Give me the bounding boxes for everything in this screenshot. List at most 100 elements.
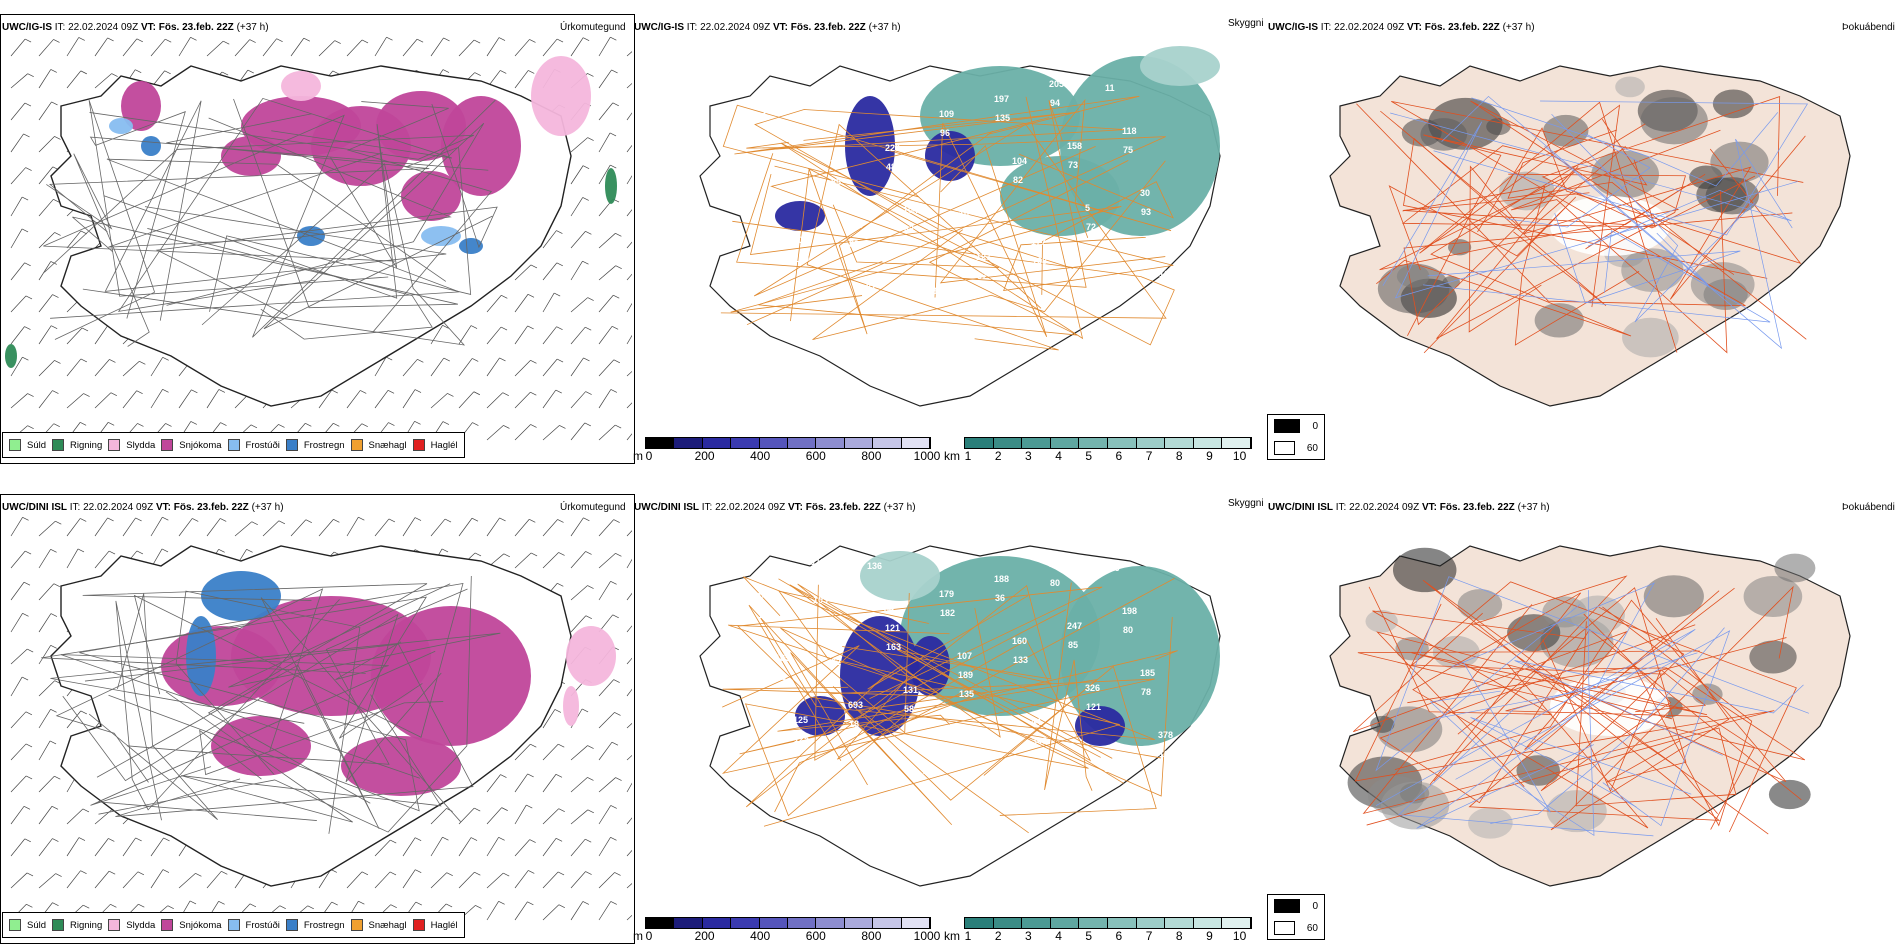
wind-barb [514, 70, 529, 89]
wind-barb [514, 360, 531, 377]
wind-barb [374, 356, 387, 377]
wind-barb [514, 519, 530, 537]
river-line [1433, 100, 1809, 236]
wind-barb [570, 231, 586, 249]
scale-tick: 10 [1232, 449, 1247, 463]
wind-barb-flag [530, 743, 537, 748]
wind-barb-flag [527, 325, 534, 330]
scale-cell [993, 438, 1023, 448]
visibility-value: 97 [977, 271, 987, 281]
wind-barb [66, 870, 81, 889]
precip-legend-item: Haglél [412, 919, 458, 931]
wind-barb [542, 358, 558, 377]
scale-cell [646, 438, 675, 448]
wind-barb-flag [331, 389, 338, 394]
fog-indicator-area [1376, 706, 1443, 753]
road-line [832, 665, 1157, 816]
scale-unit: m [633, 449, 643, 463]
scale-tick: 400 [750, 929, 771, 943]
scale-cell [702, 438, 732, 448]
wind-barb-flag [442, 69, 450, 73]
wind-barb [598, 294, 614, 313]
wind-barb-flag [610, 164, 617, 169]
wind-barb [458, 358, 473, 377]
wind-barb-flag [331, 901, 338, 906]
wind-barb [514, 424, 531, 441]
wind-barb [10, 517, 23, 537]
wind-barb [514, 391, 531, 409]
wind-barb-flag [585, 231, 592, 235]
sleet-area [566, 626, 616, 686]
legend-label: Snjókoma [179, 439, 222, 451]
visibility-low [840, 616, 920, 736]
visibility-reduced [1000, 156, 1120, 236]
fog-swatch [1274, 419, 1301, 433]
wind-barb-flag [78, 837, 86, 841]
wind-barb-flag [416, 38, 424, 43]
road-line [43, 99, 496, 338]
road-line [41, 596, 428, 739]
precip-legend-item: Frostregn [285, 439, 345, 451]
wind-barb [542, 709, 556, 729]
sleet-area [281, 71, 321, 101]
wind-barb [598, 424, 616, 441]
wind-barb [570, 517, 584, 537]
legend-label: Rigning [70, 439, 103, 451]
precip-legend-item: Slydda [108, 439, 155, 451]
wind-barb [598, 679, 614, 697]
road-line [108, 117, 452, 248]
wind-barb-flag [415, 869, 422, 874]
wind-barb [66, 808, 84, 825]
road-line [721, 645, 1155, 774]
visibility-value: 109 [939, 109, 954, 119]
wind-barb-flag [136, 550, 144, 555]
visibility-value: 84 [884, 604, 894, 614]
wind-barb-flag [557, 582, 564, 587]
precip-legend-item: Frostúði [227, 439, 280, 451]
scale-tick: 10 [1232, 929, 1247, 943]
wind-barb-flag [26, 903, 33, 908]
wind-barb-flag [54, 136, 61, 140]
wind-barb-flag [414, 389, 422, 393]
wind-barb-flag [555, 389, 562, 394]
scale-cell [731, 918, 760, 928]
visibility-value: 83 [849, 239, 859, 249]
road-line [89, 111, 489, 319]
precip-title-1: Úrkomutegund [560, 22, 626, 33]
legend-swatch [9, 919, 21, 931]
wind-barb-flag [498, 837, 505, 841]
visibility-value: 48 [886, 162, 896, 172]
wind-barb-flag [585, 871, 592, 875]
wind-barb [626, 433, 632, 441]
fog-indicator-area [1640, 97, 1708, 145]
wind-barb-flag [610, 901, 617, 905]
wind-barb [570, 551, 586, 569]
river-line [1434, 582, 1655, 720]
wind-barb [38, 709, 51, 729]
road-line [857, 649, 1101, 834]
wind-barb [94, 325, 108, 345]
visibility-value: 177 [1031, 237, 1046, 247]
wind-barb [346, 516, 359, 537]
wind-barb-flag [107, 37, 114, 42]
wind-barb [570, 197, 584, 217]
vis-scale-km-1: km 1 2 3 4 5 6 7 8 9 10 [944, 437, 1264, 463]
visibility-reduced [860, 551, 940, 601]
wind-barb-flag [162, 357, 169, 361]
wind-barb [38, 69, 52, 89]
visibility-value: 127 [976, 252, 991, 262]
wind-barb-flag [334, 40, 341, 44]
wind-barb [570, 165, 584, 185]
fog-indicator-area [1486, 118, 1511, 136]
wind-barb-flag [161, 548, 169, 553]
wind-barb-flag [303, 37, 310, 42]
scale-tick: 9 [1206, 449, 1213, 463]
visibility-low [925, 131, 975, 181]
wind-barb [38, 360, 55, 377]
wind-barb [374, 871, 391, 889]
wind-barb-flag [503, 872, 510, 877]
wind-barb-flag [332, 70, 339, 75]
fog-map-2 [1329, 545, 1851, 887]
scale-bar [645, 437, 931, 449]
road-line [722, 104, 1172, 232]
